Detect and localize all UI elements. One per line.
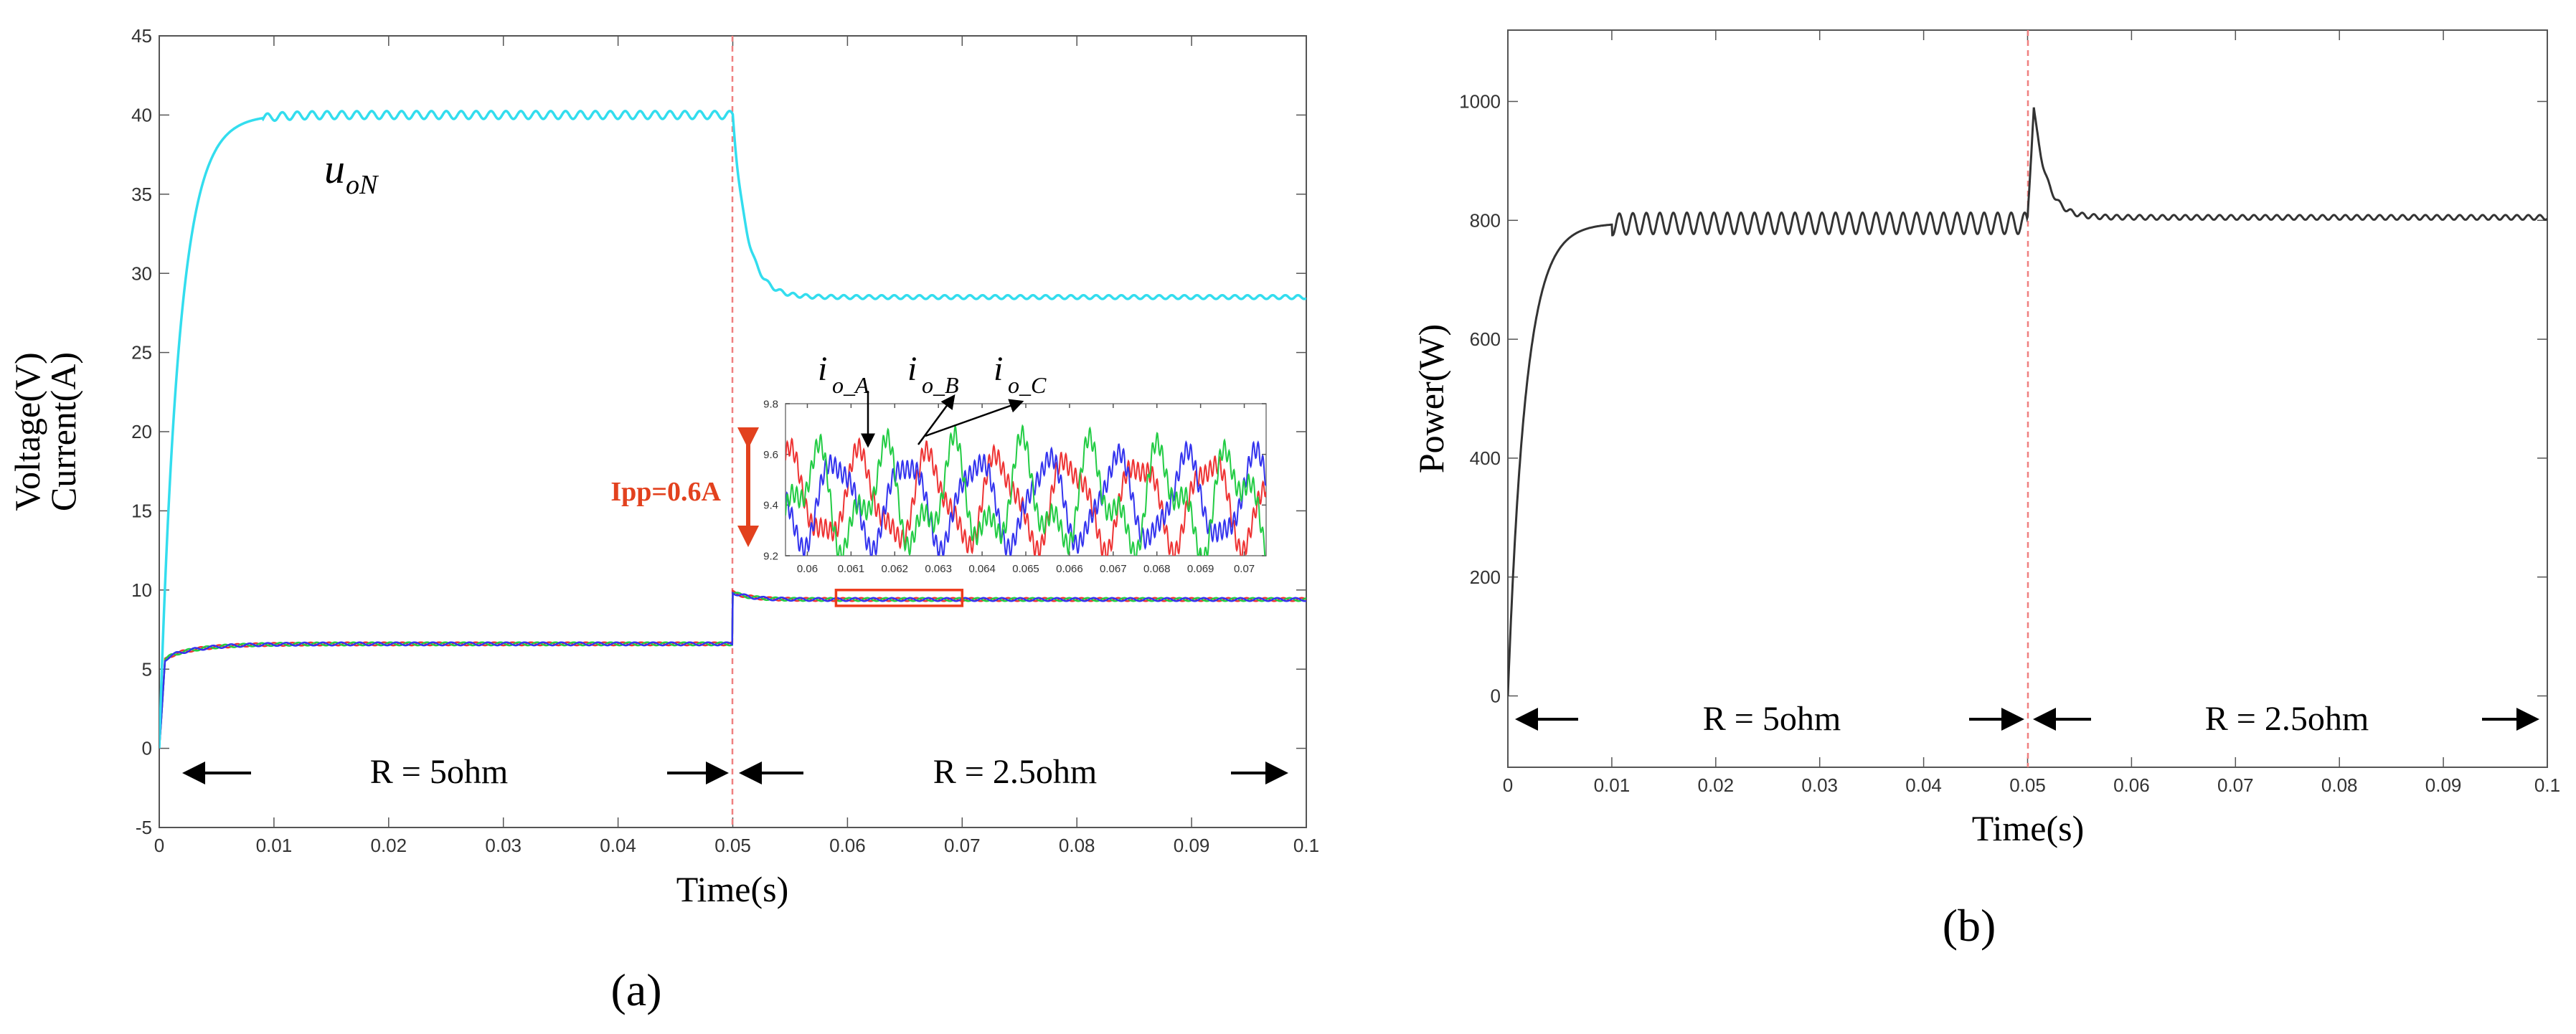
panel-a-y-label-current: Current(A) [43,352,83,511]
panel-a: 0 0.01 0.02 0.03 0.04 0.05 0.06 0.07 0.08 0.09 0.1… [7,25,1319,1015]
panel-a-y-ticks: -5 0 5 10 15 20 25 30 35 40 45 [131,25,1306,838]
y-tick-label: 0 [1491,686,1501,707]
x-tick-label: 0.03 [1801,774,1838,796]
x-tick-label: 0.061 [838,563,865,575]
x-tick-label: 0.1 [2534,774,2560,796]
y-tick-label: 9.4 [763,500,778,512]
y-tick-label: 9.8 [763,398,778,410]
panel-b-series-power [1508,107,2547,696]
y-tick-label: 9.6 [763,449,778,461]
panel-b-region-after: R = 2.5ohm [2205,700,2369,738]
phase-label-c-main: i [994,350,1003,388]
x-tick-label: 0.07 [1234,563,1255,575]
uon-label-main: u [324,146,345,192]
y-tick-label: 45 [131,25,152,47]
phase-label-a-main: i [818,350,827,388]
x-tick-label: 0.01 [1594,774,1631,796]
y-tick-label: 9.2 [763,550,778,562]
caption-b: (b) [1943,900,1996,951]
inset-series-i-o-a [785,437,1266,556]
x-tick-label: 0.064 [968,563,996,575]
inset-y-ticks: 9.2 9.4 9.6 9.8 [763,398,1266,562]
x-tick-label: 0.1 [1293,835,1319,856]
y-tick-label: 10 [131,579,152,601]
x-tick-label: 0.069 [1187,563,1214,575]
caption-a: (a) [610,964,661,1015]
phase-b-arrow [917,394,956,445]
panel-a-x-ticks: 0 0.01 0.02 0.03 0.04 0.05 0.06 0.07 0.08 0.09 0.1 [154,36,1319,856]
phase-label-c: i o_C [994,350,1047,398]
x-tick-label: 0.08 [1059,835,1095,856]
uon-label-sub: oN [346,170,379,200]
inset-x-ticks: 0.06 0.061 0.062 0.063 0.064 0.065 0.066 0.067 0… [797,404,1255,575]
x-tick-label: 0.03 [485,835,522,856]
x-tick-label: 0.068 [1143,563,1171,575]
x-tick-label: 0.01 [256,835,293,856]
panel-a-inset: 0.06 0.061 0.062 0.063 0.064 0.065 0.066 0.067 0… [763,398,1267,575]
x-tick-label: 0.05 [2009,774,2046,796]
y-tick-label: 400 [1470,447,1501,469]
y-tick-label: -5 [136,817,152,838]
panel-b-y-ticks: 0 200 400 600 800 1000 [1459,91,2547,707]
y-tick-label: 35 [131,184,152,205]
panel-a-x-label: Time(s) [676,869,789,909]
panel-a-region-after: R = 2.5ohm [933,753,1097,791]
x-tick-label: 0.07 [944,835,981,856]
y-tick-label: 20 [131,421,152,442]
phase-label-b-main: i [907,350,917,388]
x-tick-label: 0.09 [2425,774,2462,796]
x-tick-label: 0.07 [2217,774,2254,796]
ipp-label: Ipp=0.6A [610,477,721,507]
x-tick-label: 0.09 [1174,835,1210,856]
x-tick-label: 0.04 [600,835,636,856]
y-tick-label: 15 [131,501,152,522]
panel-a-series-i-o-b [159,591,1306,749]
phase-label-a-sub: o_A [832,372,869,398]
y-tick-label: 30 [131,262,152,284]
y-tick-label: 800 [1470,209,1501,231]
phase-c-arrow [925,399,1024,437]
x-tick-label: 0.067 [1100,563,1127,575]
x-tick-label: 0.06 [797,563,818,575]
x-tick-label: 0.062 [881,563,908,575]
y-tick-label: 25 [131,342,152,364]
phase-label-b-sub: o_B [922,372,959,398]
y-tick-label: 5 [142,658,152,680]
panel-b-y-label: Power(W) [1411,324,1451,473]
x-tick-label: 0.063 [925,563,952,575]
phase-label-c-sub: o_C [1008,372,1047,398]
x-tick-label: 0.06 [829,835,866,856]
panel-b: 0 0.01 0.02 0.03 0.04 0.05 0.06 0.07 0.08 0.09 0.1… [1411,29,2560,951]
x-tick-label: 0.02 [370,835,407,856]
panel-b-region-before: R = 5ohm [1703,700,1841,738]
x-tick-label: 0.066 [1056,563,1083,575]
panel-a-series-u-on [159,110,1306,749]
panel-a-y-label-voltage: Voltage(V) [7,352,47,511]
x-tick-label: 0.08 [2321,774,2358,796]
x-tick-label: 0.06 [2113,774,2150,796]
x-tick-label: 0.05 [714,835,751,856]
y-tick-label: 40 [131,105,152,126]
x-tick-label: 0.065 [1012,563,1039,575]
panel-a-region-before: R = 5ohm [370,753,508,791]
y-tick-label: 1000 [1459,91,1501,113]
x-tick-label: 0 [1503,774,1513,796]
panel-b-x-ticks: 0 0.01 0.02 0.03 0.04 0.05 0.06 0.07 0.08 0.09 0.1 [1503,30,2560,796]
x-tick-label: 0.04 [1905,774,1942,796]
y-tick-label: 200 [1470,566,1501,588]
y-tick-label: 600 [1470,328,1501,350]
inset-series-i-o-c [785,424,1266,556]
inset-series-i-o-b [785,440,1266,556]
x-tick-label: 0 [154,835,164,856]
panel-b-x-label: Time(s) [1972,808,2085,848]
panel-a-zoom-box [834,589,964,607]
phase-label-a: i o_A [818,350,869,398]
y-tick-label: 0 [142,738,152,759]
phase-label-b: i o_B [907,350,959,398]
x-tick-label: 0.02 [1697,774,1734,796]
